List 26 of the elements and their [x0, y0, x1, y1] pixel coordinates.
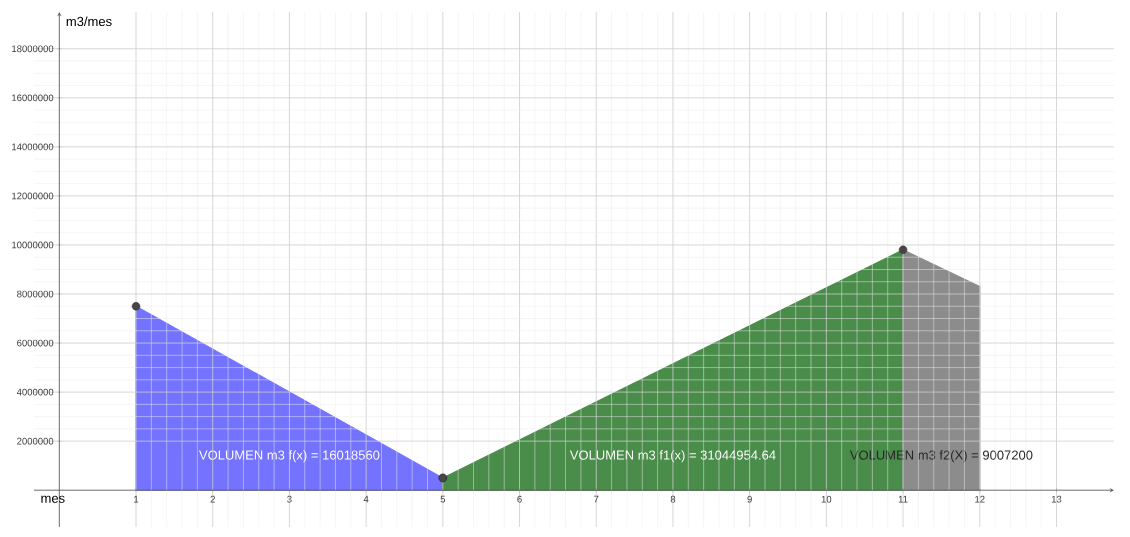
x-tick-label: 10	[821, 495, 832, 503]
x-tick-label: 1	[134, 495, 139, 503]
y-tick-label: 12000000	[12, 192, 54, 200]
y-tick-label: 4000000	[16, 388, 54, 396]
x-tick-label: 11	[898, 495, 908, 503]
x-tick-label: 2	[210, 495, 215, 503]
y-tick-label: 18000000	[12, 45, 54, 53]
y-tick-label: 6000000	[17, 339, 54, 347]
x-tick-label: 6	[517, 495, 522, 503]
y-tick-label: 2000000	[17, 437, 54, 445]
x-tick-label: 3	[287, 495, 292, 503]
y-tick-label: 16000000	[12, 94, 54, 102]
x-tick-label: 12	[975, 495, 985, 503]
annotation: VOLUMEN m3 f(x) = 16018560	[199, 450, 380, 463]
y-tick-label: 14000000	[12, 143, 54, 151]
x-tick-label: 4	[363, 495, 369, 503]
x-axis-title: mes	[41, 495, 65, 503]
x-tick-label: 13	[1051, 495, 1062, 503]
annotation: VOLUMEN m3 f1(x) = 31044954.64	[569, 450, 776, 463]
x-tick-label: 7	[594, 495, 599, 503]
y-tick-label: 8000000	[17, 290, 54, 298]
x-tick-label: 5	[440, 495, 446, 503]
x-tick-label: 8	[670, 495, 676, 503]
y-axis-title: m3/mes	[66, 16, 112, 27]
x-tick-label: 9	[747, 495, 752, 503]
y-tick-label: 10000000	[12, 241, 54, 249]
